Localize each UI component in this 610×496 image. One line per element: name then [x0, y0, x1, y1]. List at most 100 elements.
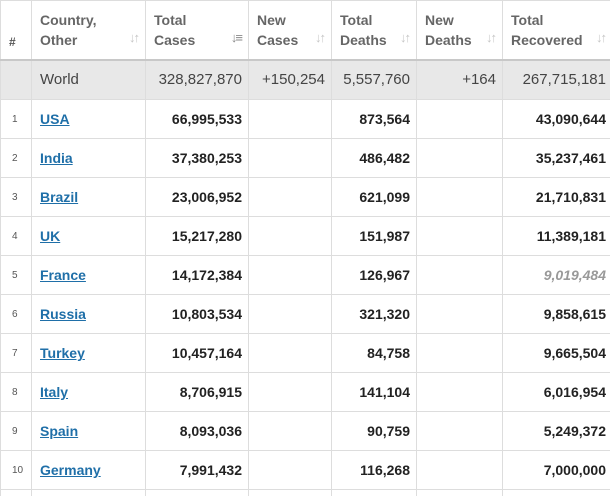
country-link[interactable]: Germany	[40, 462, 101, 478]
country-link[interactable]: France	[40, 267, 86, 283]
column-header-label: Total Recovered	[511, 12, 583, 48]
country-name-cell: UK	[31, 216, 146, 256]
rank-cell: 5	[0, 255, 32, 295]
table-row: 1 USA 66,995,533 873,564 43,090,644	[0, 99, 610, 139]
world-new-cases-cell: +150,254	[248, 59, 332, 100]
column-header-total-cases[interactable]: Total Cases ↓≡	[145, 0, 249, 61]
total-recovered-cell: 6,016,954	[502, 372, 610, 412]
new-deaths-cell	[416, 177, 503, 217]
table-header-row: # Country, Other ↓↑ Total Cases ↓≡ New C…	[0, 0, 610, 61]
new-deaths-cell	[416, 411, 503, 451]
column-header-label: Total Cases	[154, 12, 196, 48]
total-deaths-cell: 486,482	[331, 138, 417, 178]
new-deaths-cell	[416, 255, 503, 295]
country-link[interactable]: Brazil	[40, 189, 79, 205]
total-recovered-cell: 5,249,372	[502, 411, 610, 451]
total-deaths-cell: 116,268	[331, 450, 417, 490]
total-cases-cell: 8,706,915	[145, 372, 249, 412]
total-recovered-cell: 21,710,831	[502, 177, 610, 217]
total-cases-cell: 66,995,533	[145, 99, 249, 139]
total-cases-cell: 7,991,432	[145, 450, 249, 490]
new-cases-cell	[248, 333, 332, 373]
empty-cell	[145, 489, 249, 496]
total-deaths-cell: 126,967	[331, 255, 417, 295]
table-row: 2 India 37,380,253 486,482 35,237,461	[0, 138, 610, 178]
world-new-deaths-cell: +164	[416, 59, 503, 100]
country-link[interactable]: Italy	[40, 384, 69, 400]
total-deaths-cell: 873,564	[331, 99, 417, 139]
table-row: 3 Brazil 23,006,952 621,099 21,710,831	[0, 177, 610, 217]
new-cases-cell	[248, 450, 332, 490]
total-cases-cell: 37,380,253	[145, 138, 249, 178]
total-deaths-cell: 141,104	[331, 372, 417, 412]
country-link[interactable]: Russia	[40, 306, 86, 322]
table-row-partial	[0, 489, 610, 496]
total-recovered-cell: 43,090,644	[502, 99, 610, 139]
table-row: 5 France 14,172,384 126,967 9,019,484	[0, 255, 610, 295]
country-link[interactable]: India	[40, 150, 73, 166]
new-deaths-cell	[416, 138, 503, 178]
total-cases-cell: 10,457,164	[145, 333, 249, 373]
column-header-label: Total Deaths	[340, 12, 387, 48]
table-row: 8 Italy 8,706,915 141,104 6,016,954	[0, 372, 610, 412]
sort-arrows-icon[interactable]: ↓↑	[129, 30, 140, 45]
total-deaths-cell: 151,987	[331, 216, 417, 256]
sort-arrows-icon[interactable]: ↓↑	[400, 30, 411, 45]
world-rank-cell	[0, 59, 32, 100]
country-name-cell: Turkey	[31, 333, 146, 373]
new-cases-cell	[248, 99, 332, 139]
country-name-cell: Spain	[31, 411, 146, 451]
total-recovered-cell: 9,665,504	[502, 333, 610, 373]
column-header-total-recovered[interactable]: Total Recovered ↓↑	[502, 0, 610, 61]
column-header-label: #	[9, 35, 16, 49]
country-name-cell: Germany	[31, 450, 146, 490]
new-cases-cell	[248, 138, 332, 178]
new-deaths-cell	[416, 216, 503, 256]
column-header-new-cases[interactable]: New Cases ↓↑	[248, 0, 332, 61]
sort-descending-icon[interactable]: ↓≡	[230, 30, 243, 45]
empty-cell	[31, 489, 146, 496]
sort-arrows-icon[interactable]: ↓↑	[486, 30, 497, 45]
rank-cell: 6	[0, 294, 32, 334]
column-header-country[interactable]: Country, Other ↓↑	[31, 0, 146, 61]
total-cases-cell: 8,093,036	[145, 411, 249, 451]
rank-cell: 3	[0, 177, 32, 217]
rank-cell: 1	[0, 99, 32, 139]
total-cases-cell: 15,217,280	[145, 216, 249, 256]
world-total-cases-cell: 328,827,870	[145, 59, 249, 100]
country-link[interactable]: USA	[40, 111, 70, 127]
table-row: 4 UK 15,217,280 151,987 11,389,181	[0, 216, 610, 256]
sort-arrows-icon[interactable]: ↓↑	[315, 30, 326, 45]
country-link[interactable]: UK	[40, 228, 61, 244]
empty-cell	[0, 489, 32, 496]
column-header-rank[interactable]: #	[0, 0, 32, 61]
world-total-deaths-cell: 5,557,760	[331, 59, 417, 100]
total-recovered-cell: 7,000,000	[502, 450, 610, 490]
sort-arrows-icon[interactable]: ↓↑	[596, 30, 607, 45]
rank-cell: 8	[0, 372, 32, 412]
new-deaths-cell	[416, 294, 503, 334]
total-deaths-cell: 621,099	[331, 177, 417, 217]
column-header-label: Country, Other	[40, 12, 97, 48]
total-cases-cell: 23,006,952	[145, 177, 249, 217]
column-header-total-deaths[interactable]: Total Deaths ↓↑	[331, 0, 417, 61]
new-deaths-cell	[416, 333, 503, 373]
total-recovered-estimated-cell: 9,019,484	[502, 255, 610, 295]
table-row: 9 Spain 8,093,036 90,759 5,249,372	[0, 411, 610, 451]
new-deaths-cell	[416, 450, 503, 490]
column-header-new-deaths[interactable]: New Deaths ↓↑	[416, 0, 503, 61]
column-header-label: New Cases	[257, 12, 299, 48]
total-recovered-cell: 9,858,615	[502, 294, 610, 334]
rank-cell: 7	[0, 333, 32, 373]
world-name-cell: World	[31, 59, 146, 100]
new-cases-cell	[248, 255, 332, 295]
new-cases-cell	[248, 411, 332, 451]
country-link[interactable]: Turkey	[40, 345, 85, 361]
total-cases-cell: 14,172,384	[145, 255, 249, 295]
world-total-row: World 328,827,870 +150,254 5,557,760 +16…	[0, 59, 610, 100]
total-deaths-cell: 90,759	[331, 411, 417, 451]
country-link[interactable]: Spain	[40, 423, 79, 439]
new-deaths-cell	[416, 99, 503, 139]
new-cases-cell	[248, 372, 332, 412]
